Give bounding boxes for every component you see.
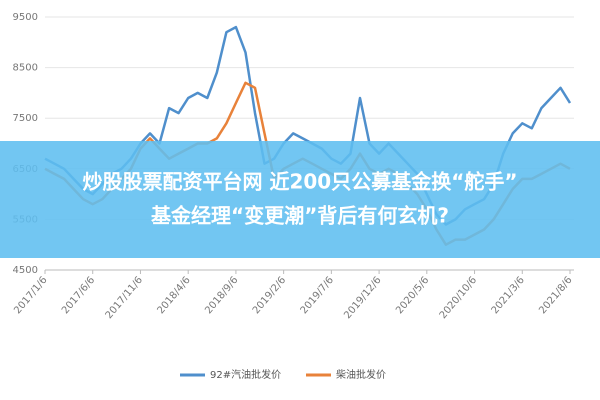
legend-label: 92#汽油批发价 (210, 368, 281, 381)
y-tick-label: 9500 (13, 12, 38, 23)
y-tick-label: 8500 (13, 63, 38, 74)
y-tick-label: 4500 (13, 265, 38, 276)
y-tick-label: 7500 (13, 113, 38, 124)
legend-label: 柴油批发价 (336, 368, 386, 381)
banner-line: 基金经理“变更潮”背后有何玄机? (151, 204, 449, 228)
banner (0, 141, 600, 258)
banner-line: 炒股股票配资平台网 近200只公募基金换“舵手” (83, 170, 518, 194)
